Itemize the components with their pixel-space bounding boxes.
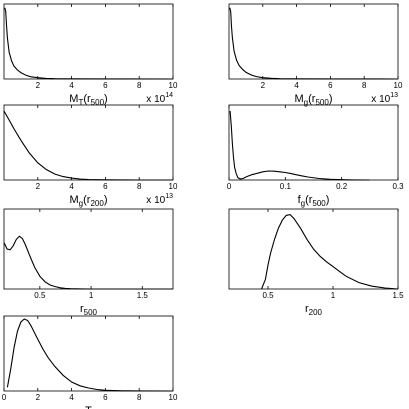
x-tick-label: 4: [294, 81, 299, 90]
chart-panel-temp: 0 2 4 6 8 10 T: [2, 315, 178, 409]
x-tick-label: 2: [36, 393, 41, 402]
chart-panel-mt: 2 4 6 8 10 MT(r500) x 1014: [3, 3, 178, 107]
series-line-mt: [4, 7, 174, 80]
series-line-fg: [229, 110, 370, 181]
axes-frame: [3, 315, 174, 392]
chart-panel-mg500: 2 4 6 8 10 Mg(r500) x 1013: [228, 3, 403, 107]
x-tick-label: 8: [137, 182, 142, 191]
x-tick-label: 2: [261, 81, 266, 90]
x-tick-label: 4: [69, 182, 74, 191]
x-tick-label: 1.5: [137, 291, 149, 300]
x-tick-label: 0.5: [34, 291, 46, 300]
chart-panel-r200: 0.5 1 1.5 r200: [228, 208, 404, 317]
series-line-mg500: [229, 7, 399, 80]
x-tick-label: 0: [227, 182, 232, 191]
x-tick-label: 1: [331, 291, 336, 300]
x-axis-label: fg(r500): [298, 194, 330, 208]
x-tick-label: 0.3: [392, 182, 404, 191]
x-tick-label: 0.5: [262, 291, 274, 300]
x-tick-label: 8: [137, 393, 142, 402]
x-tick-label: 4: [69, 393, 74, 402]
x-axis-label: r200: [305, 303, 323, 317]
chart-panel-fg: 0 0.1 0.2 0.3 fg(r500): [227, 104, 404, 208]
axis-multiplier: x 1013: [146, 193, 173, 206]
x-tick-label: 8: [362, 81, 367, 90]
x-tick-label: 10: [169, 393, 178, 402]
x-axis-label: MT(r500): [69, 93, 107, 107]
x-axis-label: Mg(r200): [70, 194, 108, 208]
axes-frame: [228, 3, 399, 80]
series-line-mg200: [3, 110, 173, 181]
x-axis-label: T: [85, 405, 92, 409]
chart-panel-r500: 0.5 1 1.5 r500: [3, 208, 174, 317]
x-tick-label: 0.1: [280, 182, 292, 191]
axes-frame: [3, 208, 174, 290]
axes-frame: [228, 208, 399, 290]
x-axis-label: Mg(r500): [295, 93, 333, 107]
series-line-r500: [3, 235, 173, 290]
x-tick-label: 8: [137, 81, 142, 90]
x-axis-label: r500: [80, 303, 98, 317]
x-tick-label: 6: [103, 81, 108, 90]
x-tick-label: 1.5: [392, 291, 404, 300]
x-tick-label: 2: [36, 81, 41, 90]
x-tick-label: 2: [36, 182, 41, 191]
x-tick-label: 0: [2, 393, 7, 402]
x-tick-label: 4: [69, 81, 74, 90]
series-line-r200: [260, 214, 399, 290]
axis-multiplier: x 1014: [146, 92, 173, 105]
axes-frame: [3, 3, 174, 80]
x-tick-label: 10: [169, 81, 178, 90]
axes-frame: [3, 104, 174, 181]
x-tick-label: 10: [169, 182, 178, 191]
x-tick-label: 0.2: [336, 182, 348, 191]
x-tick-label: 6: [103, 393, 108, 402]
x-tick-label: 6: [328, 81, 333, 90]
x-tick-label: 10: [394, 81, 403, 90]
x-tick-label: 6: [103, 182, 108, 191]
chart-panel-mg200: 2 4 6 8 10 Mg(r200) x 1013: [3, 104, 178, 208]
x-tick-label: 1: [89, 291, 94, 300]
axes-frame: [228, 104, 399, 181]
series-line-temp: [6, 318, 174, 392]
axis-multiplier: x 1013: [371, 92, 398, 105]
